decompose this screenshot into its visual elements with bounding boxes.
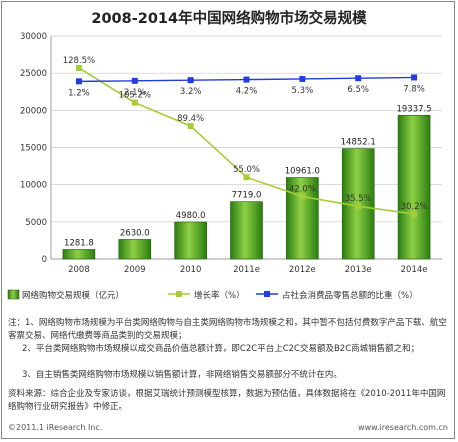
share-point xyxy=(131,77,138,84)
growth-label: 128.5% xyxy=(63,56,95,66)
share-point xyxy=(299,75,306,82)
note-1: 注：1、网络购物市场规模为平台类网络购物与自主类网络购物市场规模之和，其中暂不包… xyxy=(8,318,447,341)
share-point xyxy=(411,74,418,81)
chart-title: 2008-2014年中国网络购物市场交易规模 xyxy=(91,11,367,27)
bar xyxy=(118,239,152,260)
y-tick-label: 15000 xyxy=(20,144,47,154)
growth-point xyxy=(355,203,362,210)
growth-label: 30.2% xyxy=(401,202,428,212)
x-tick-label: 2010 xyxy=(180,265,202,275)
share-point xyxy=(355,75,362,82)
growth-label: 55.0% xyxy=(233,165,260,175)
bar-value-label: 7719.0 xyxy=(232,191,262,201)
growth-label: 42.0% xyxy=(289,185,316,195)
growth-label: 89.4% xyxy=(177,114,204,124)
x-tick-label: 2011e xyxy=(233,265,260,275)
bar xyxy=(230,201,263,260)
x-tick-label: 2013e xyxy=(345,265,372,275)
y-tick-label: 25000 xyxy=(20,69,47,79)
y-tick-label: 5000 xyxy=(25,218,47,228)
share-label: 5.3% xyxy=(292,86,314,96)
growth-point xyxy=(131,99,138,106)
growth-point xyxy=(187,123,194,130)
legend-label-share: 占社会消费品零售总额的比重（%） xyxy=(282,290,418,301)
share-label: 6.5% xyxy=(347,85,369,95)
footer-copyright: ©2011.1 iResearch Inc. xyxy=(8,423,103,432)
bar-value-label: 2630.0 xyxy=(120,228,150,238)
x-tick-label: 2012e xyxy=(289,265,316,275)
share-label: 4.2% xyxy=(236,87,258,97)
share-point xyxy=(243,76,250,83)
x-tick-label: 2009 xyxy=(124,265,146,275)
legend-marker-growth xyxy=(176,291,182,297)
bar xyxy=(397,114,431,260)
bar xyxy=(174,221,207,260)
share-label: 1.2% xyxy=(68,88,90,98)
growth-point xyxy=(411,211,418,218)
y-tick-label: 0 xyxy=(42,255,47,265)
x-tick-label: 2014e xyxy=(401,265,428,275)
legend-marker-share xyxy=(264,291,270,297)
share-label: 7.8% xyxy=(403,84,425,94)
y-tick-label: 10000 xyxy=(20,181,47,191)
legend-label-growth: 增长率（%） xyxy=(194,290,245,301)
source-note: 资料来源：综合企业及专家访谈，根据艾瑞统计预测模型核算，数据为预估值，具体数据将… xyxy=(8,389,446,412)
growth-label: 105.2% xyxy=(119,91,151,101)
bar-value-label: 1281.8 xyxy=(64,238,94,248)
note-2: 2、平台类网络购物市场规模以成交商品价值总额计算，即C2C平台上C2C交易额及B… xyxy=(22,344,420,354)
growth-point xyxy=(299,193,306,200)
y-tick-label: 20000 xyxy=(20,106,47,116)
growth-point xyxy=(75,64,82,71)
share-label: 2.1% xyxy=(124,88,146,98)
bar-value-label: 4980.0 xyxy=(176,211,206,221)
legend-swatch-bars xyxy=(7,289,20,300)
note-3: 3、自主销售类网络购物市场规模以销售额计算，非网络销售交易额部分不统计在内。 xyxy=(22,370,342,380)
footer-website: www.iresearch.com.cn xyxy=(358,423,448,432)
bar-value-label: 14852.1 xyxy=(341,138,376,148)
bar-value-label: 10961.0 xyxy=(285,167,320,177)
x-tick-label: 2008 xyxy=(68,265,90,275)
share-point xyxy=(75,78,82,85)
share-label: 3.2% xyxy=(180,87,202,97)
bar xyxy=(62,249,96,260)
legend-label-bars: 网络购物交易规模（亿元） xyxy=(22,290,124,301)
growth-label: 35.5% xyxy=(345,194,372,204)
share-point xyxy=(187,77,194,84)
bar-value-label: 19337.5 xyxy=(396,104,431,114)
bar xyxy=(286,177,319,260)
growth-point xyxy=(243,174,250,181)
y-tick-label: 30000 xyxy=(20,32,47,42)
